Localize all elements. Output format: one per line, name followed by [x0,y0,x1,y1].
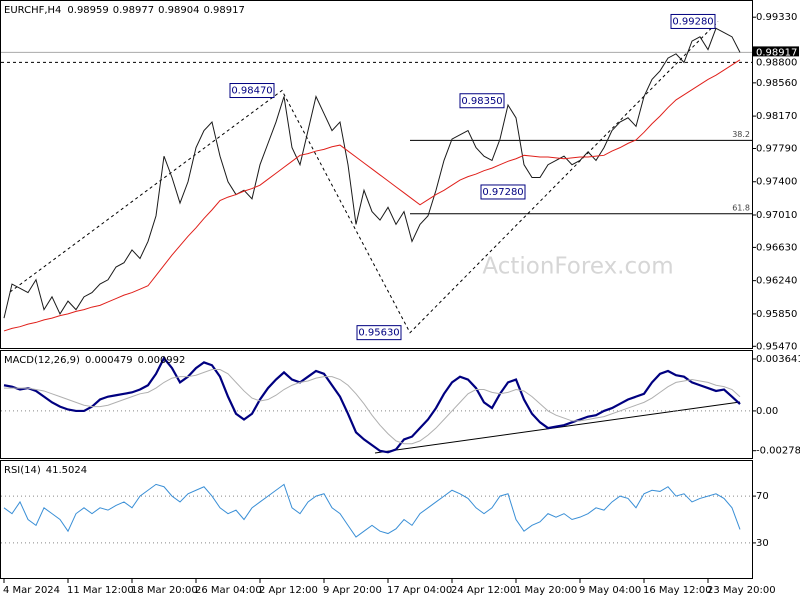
ohlc-value: 0.98977 [113,5,154,16]
pivot-box [459,93,505,109]
y-tick-label: 70 [756,491,769,502]
y-tick-label: 0.98170 [756,111,797,122]
panel-frames [0,0,753,579]
indicator-value: 41.5024 [46,465,87,476]
price-panel [0,0,753,349]
x-tick-label: 9 Apr 20:00 [323,585,382,596]
x-tick-label: 23 May 20:00 [707,585,776,596]
macd-trendline [374,401,741,454]
y-tick-label: 0.97400 [756,177,797,188]
level-box [753,56,799,69]
y-tick-label: 0.003641 [756,354,800,365]
x-tick-label: 24 Apr 12:00 [451,585,516,596]
macd-panel [0,350,753,459]
indicator-value: 0.000992 [138,355,186,366]
series-line [3,27,741,319]
indicator-value: 0.000479 [85,355,133,366]
y-tick-label: 0.95850 [756,309,797,320]
fib-label: 61.8 [732,203,750,212]
level-label: 0.98800 [756,57,797,68]
y-tick-label: 0.98560 [756,78,797,89]
panel-header: MACD(12,26,9) 0.000479 0.000992 [4,355,185,366]
y-tick-label: -0.002788 [756,446,800,457]
pivot-label: 0.97280 [482,187,523,198]
y-tick-label: 30 [756,538,769,549]
zigzag [9,21,719,334]
y-tick-label: 0.00 [756,406,778,417]
series-line [4,369,741,445]
x-tick-label: 9 May 04:00 [579,585,641,596]
symbol: EURCHF,H4 [4,5,61,16]
y-tick-label: 0.99330 [756,12,797,23]
pivot-box [356,325,402,341]
current-price-label: 0.98917 [756,47,797,58]
x-tick-label: 1 May 20:00 [515,585,577,596]
y-tick-label: 0.96240 [756,276,797,287]
series-line [3,483,741,538]
fib-label: 38.2 [732,130,750,139]
panel-header: EURCHF,H4 0.98959 0.98977 0.98904 0.98917 [4,5,245,16]
x-tick-label: 18 Mar 20:00 [131,585,198,596]
pivot-label: 0.95630 [358,328,399,339]
ohlc-value: 0.98904 [158,5,199,16]
pivot-label: 0.98350 [461,96,502,107]
y-tick-label: 0.97790 [756,143,797,154]
rsi-panel [0,460,753,579]
x-tick-label: 26 Mar 04:00 [195,585,262,596]
pivot-box [670,13,716,29]
ohlc-value: 0.98959 [67,5,108,16]
x-tick-label: 2 Apr 12:00 [259,585,318,596]
x-tick-label: 16 May 12:00 [643,585,712,596]
x-tick-label: 17 Apr 04:00 [387,585,452,596]
series-line [3,59,741,332]
pivot-label: 0.99280 [672,16,713,27]
indicator-name: MACD(12,26,9) [4,355,80,366]
panel-header: RSI(14) 41.5024 [4,465,87,476]
pivot-box [229,83,275,99]
current-price-box [753,46,799,59]
indicator-name: RSI(14) [4,465,41,476]
watermark: ActionForex.com [482,254,673,280]
x-tick-label: 4 Mar 2024 [3,585,60,596]
y-tick-label: 0.97010 [756,210,797,221]
y-tick-label: 0.95470 [756,341,797,352]
series-line [3,356,741,454]
y-tick-label: 0.96630 [756,242,797,253]
pivot-label: 0.98470 [231,86,272,97]
x-tick-label: 11 Mar 12:00 [67,585,134,596]
ohlc-value: 0.98917 [203,5,244,16]
pivot-box [480,184,526,200]
